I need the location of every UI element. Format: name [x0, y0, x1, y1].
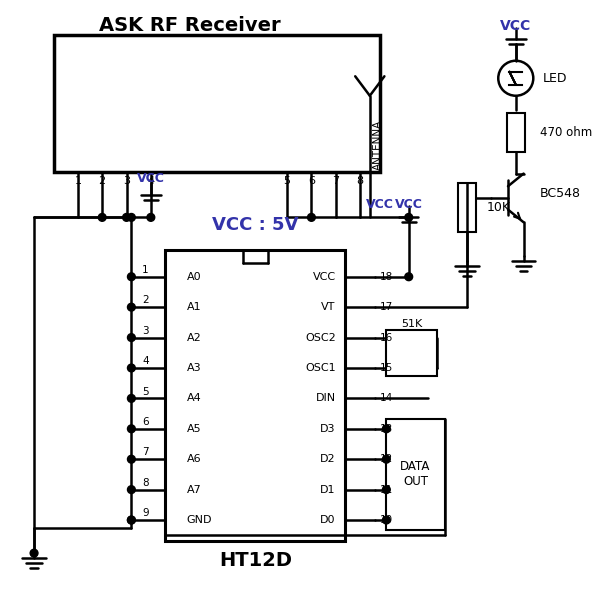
Text: ANTENNA: ANTENNA — [373, 119, 383, 170]
Text: 5: 5 — [142, 387, 149, 396]
Text: 8: 8 — [142, 478, 149, 488]
Text: 11: 11 — [380, 485, 393, 495]
Text: 12: 12 — [380, 454, 393, 465]
Text: 18: 18 — [380, 272, 393, 282]
Bar — [458, 184, 476, 232]
Bar — [166, 249, 346, 542]
Text: 2: 2 — [98, 176, 106, 187]
Circle shape — [127, 516, 135, 524]
Circle shape — [122, 213, 130, 221]
Circle shape — [382, 516, 390, 524]
Text: A1: A1 — [187, 302, 202, 312]
Text: 7: 7 — [332, 176, 340, 187]
Text: 8: 8 — [356, 176, 364, 187]
Text: A3: A3 — [187, 363, 202, 373]
Text: VT: VT — [322, 302, 336, 312]
Text: A2: A2 — [187, 333, 202, 342]
Text: VCC: VCC — [395, 198, 422, 211]
Circle shape — [382, 455, 390, 463]
Bar — [507, 113, 524, 152]
Text: 9: 9 — [142, 508, 149, 518]
Bar — [386, 419, 445, 530]
Text: 2: 2 — [142, 295, 149, 305]
Text: ASK RF Receiver: ASK RF Receiver — [99, 16, 281, 35]
Circle shape — [127, 455, 135, 463]
Circle shape — [147, 213, 155, 221]
Text: BC548: BC548 — [540, 187, 581, 199]
Text: A5: A5 — [187, 424, 202, 434]
Circle shape — [127, 425, 135, 433]
Text: 470 ohm: 470 ohm — [540, 126, 592, 139]
Text: OSC1: OSC1 — [305, 363, 336, 373]
Circle shape — [127, 273, 135, 281]
Text: 13: 13 — [380, 424, 393, 434]
Text: DIN: DIN — [316, 393, 336, 403]
Circle shape — [127, 334, 135, 342]
Text: 3: 3 — [123, 176, 130, 187]
Circle shape — [498, 61, 533, 95]
Text: 7: 7 — [142, 447, 149, 457]
Circle shape — [382, 425, 390, 433]
Circle shape — [127, 213, 135, 221]
Text: HT12D: HT12D — [219, 551, 292, 570]
Text: 4: 4 — [147, 176, 154, 187]
Text: 17: 17 — [380, 302, 393, 312]
Text: VCC: VCC — [313, 272, 336, 282]
Text: 51K: 51K — [401, 319, 422, 329]
Text: 1: 1 — [74, 176, 82, 187]
Text: LED: LED — [543, 72, 568, 85]
Text: A6: A6 — [187, 454, 202, 465]
Text: VCC: VCC — [137, 172, 165, 185]
Text: D3: D3 — [320, 424, 336, 434]
Circle shape — [127, 303, 135, 311]
Text: 16: 16 — [380, 333, 393, 342]
Text: VCC: VCC — [365, 198, 394, 211]
Text: A7: A7 — [187, 485, 202, 495]
Text: D2: D2 — [320, 454, 336, 465]
Circle shape — [127, 395, 135, 402]
Text: 4: 4 — [142, 356, 149, 366]
Text: D1: D1 — [320, 485, 336, 495]
Text: DATA
OUT: DATA OUT — [400, 460, 431, 488]
Text: 1: 1 — [142, 265, 149, 275]
Text: 6: 6 — [308, 176, 315, 187]
Text: 10: 10 — [380, 515, 392, 525]
Text: 6: 6 — [142, 417, 149, 427]
Circle shape — [405, 213, 413, 221]
Circle shape — [30, 549, 38, 557]
Bar — [53, 35, 380, 171]
Text: 5: 5 — [284, 176, 290, 187]
Circle shape — [127, 486, 135, 494]
Circle shape — [382, 486, 390, 494]
Text: A0: A0 — [187, 272, 202, 282]
Text: OSC2: OSC2 — [305, 333, 336, 342]
Text: GND: GND — [187, 515, 212, 525]
Circle shape — [98, 213, 106, 221]
Text: D0: D0 — [320, 515, 336, 525]
Circle shape — [405, 273, 413, 281]
Circle shape — [127, 364, 135, 372]
Text: A4: A4 — [187, 393, 202, 403]
Bar — [386, 330, 437, 376]
Circle shape — [308, 213, 316, 221]
Text: VCC: VCC — [500, 19, 532, 33]
Circle shape — [127, 516, 135, 524]
Polygon shape — [509, 72, 516, 85]
Circle shape — [158, 69, 232, 142]
Text: 10K: 10K — [487, 201, 511, 214]
Text: 14: 14 — [380, 393, 393, 403]
Text: VCC : 5V: VCC : 5V — [212, 216, 299, 234]
Text: 15: 15 — [380, 363, 393, 373]
Text: 3: 3 — [142, 326, 149, 336]
